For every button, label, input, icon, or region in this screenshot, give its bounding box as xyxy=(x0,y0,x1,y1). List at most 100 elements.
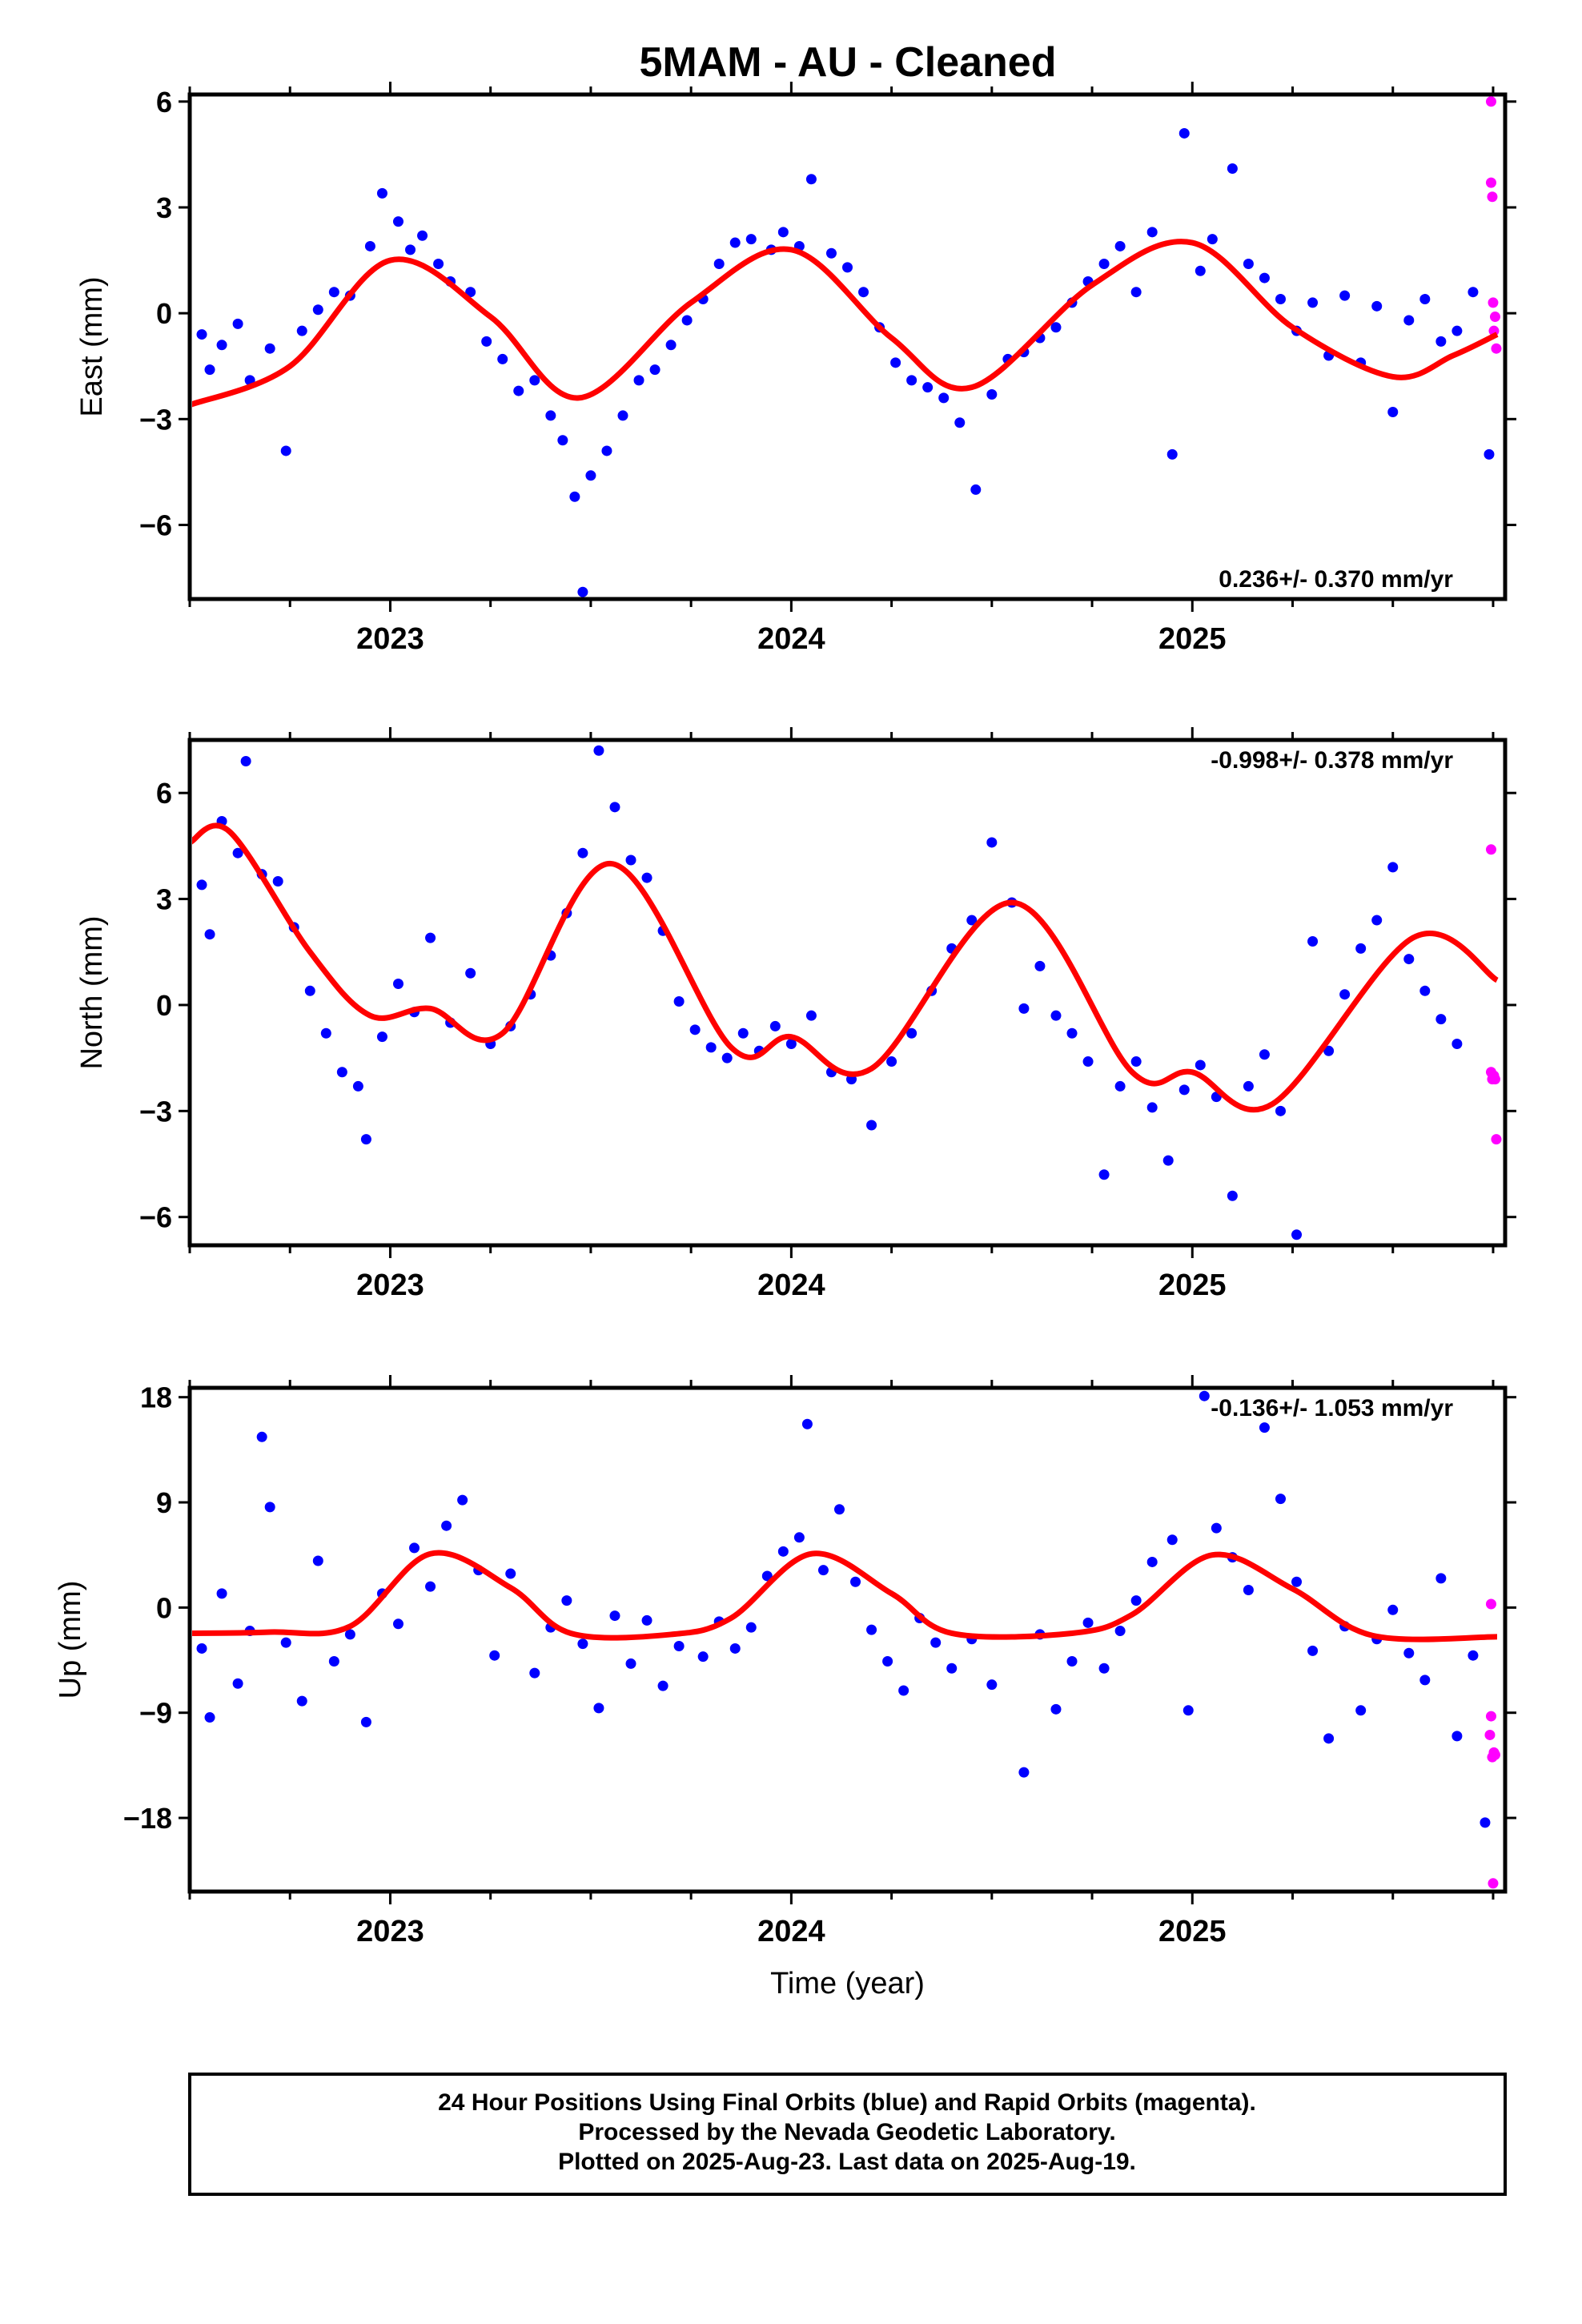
up-final-point xyxy=(986,1679,998,1691)
up-final-point xyxy=(1199,1390,1210,1401)
east-final-point xyxy=(1114,240,1126,251)
up-final-point xyxy=(761,1570,773,1582)
up-final-point xyxy=(280,1637,291,1648)
east-final-point xyxy=(296,325,307,336)
footer-line-1: 24 Hour Positions Using Final Orbits (bl… xyxy=(438,2089,1256,2116)
up-rapid-point xyxy=(1488,1878,1499,1889)
east-final-point xyxy=(585,470,596,481)
up-final-point xyxy=(641,1614,652,1626)
up-ytick-label: 18 xyxy=(140,1381,172,1414)
up-final-point xyxy=(1259,1422,1270,1433)
east-final-point xyxy=(601,445,612,456)
north-final-point xyxy=(609,802,620,813)
up-final-point xyxy=(561,1595,572,1606)
up-plot-frame xyxy=(187,1385,1508,1894)
up-final-point xyxy=(425,1581,436,1592)
north-panel: −6 −3 0 3 6 2023 2024 2025 North (mm) -0.998+/- 0… xyxy=(75,727,1516,1302)
north-final-point xyxy=(1355,943,1367,954)
east-final-point xyxy=(938,392,950,404)
north-final-point xyxy=(1178,1084,1190,1096)
north-ylabel: North (mm) xyxy=(75,915,109,1069)
up-final-point xyxy=(1243,1584,1254,1595)
north-final-point xyxy=(1195,1059,1206,1071)
north-ytick-label: −6 xyxy=(139,1201,172,1234)
up-ytick-label: 9 xyxy=(156,1486,172,1519)
east-final-point xyxy=(805,174,817,185)
north-final-point xyxy=(465,967,476,979)
north-final-point xyxy=(769,1020,781,1031)
east-final-point xyxy=(617,410,628,421)
east-final-point xyxy=(1387,407,1399,418)
east-final-point xyxy=(569,491,580,502)
up-final-point xyxy=(196,1642,207,1654)
east-final-point xyxy=(405,244,416,255)
up-final-point xyxy=(833,1504,845,1515)
north-final-point xyxy=(1291,1229,1303,1240)
north-final-point xyxy=(1387,862,1399,873)
east-final-point xyxy=(1146,227,1158,238)
north-rapid-point xyxy=(1485,844,1496,855)
up-rate-label: -0.136+/- 1.053 mm/yr xyxy=(1211,1395,1453,1421)
east-final-point xyxy=(376,187,387,199)
up-final-point xyxy=(930,1637,942,1648)
east-final-point xyxy=(392,216,404,227)
north-final-point xyxy=(866,1120,877,1131)
north-ytick-label: 0 xyxy=(156,989,172,1022)
east-final-point xyxy=(1243,258,1254,269)
east-final-point xyxy=(1259,272,1270,283)
north-final-point xyxy=(1227,1190,1238,1201)
east-panel: −6 −3 0 3 6 2023 2024 2025 East (mm) 0.236+/- 0.3… xyxy=(75,82,1516,656)
east-final-point xyxy=(922,382,934,393)
north-final-point xyxy=(1452,1038,1463,1049)
north-xtick-label: 2024 xyxy=(757,1269,825,1302)
up-xtick-label: 2025 xyxy=(1158,1915,1227,1948)
east-final-point xyxy=(681,315,693,326)
east-final-point xyxy=(1403,315,1415,326)
east-final-point xyxy=(216,340,227,351)
east-final-point xyxy=(1098,258,1110,269)
north-final-point xyxy=(1259,1049,1270,1060)
up-final-point xyxy=(729,1642,741,1654)
north-final-point xyxy=(392,978,404,989)
up-final-point xyxy=(1050,1703,1062,1715)
north-xtick-label: 2023 xyxy=(356,1269,424,1302)
chart-title: 5MAM - AU - Cleaned xyxy=(640,39,1057,86)
north-final-point xyxy=(1339,989,1351,1000)
up-final-point xyxy=(489,1650,500,1661)
north-final-point xyxy=(204,929,215,940)
up-final-point xyxy=(256,1431,267,1442)
up-panel: −18 −9 0 9 18 2023 2024 2025 Up (mm) Time (year) -… xyxy=(54,1375,1516,2000)
north-rapid-point xyxy=(1491,1134,1502,1145)
east-final-point xyxy=(954,417,966,428)
up-xtick-label: 2024 xyxy=(757,1915,825,1948)
east-final-point xyxy=(825,247,837,259)
east-final-point xyxy=(312,304,323,316)
up-final-point xyxy=(1419,1675,1431,1686)
east-ylabel: East (mm) xyxy=(75,276,109,416)
up-final-point xyxy=(577,1638,588,1650)
up-rapid-point xyxy=(1485,1711,1496,1722)
east-final-point xyxy=(433,258,444,269)
east-final-point xyxy=(890,357,901,368)
up-final-point xyxy=(625,1658,636,1669)
east-rapid-point xyxy=(1488,297,1499,308)
east-final-point xyxy=(633,375,644,386)
north-final-point xyxy=(1098,1169,1110,1180)
up-final-point xyxy=(296,1695,307,1707)
east-final-point xyxy=(858,287,869,298)
up-final-point xyxy=(232,1678,243,1689)
east-final-point xyxy=(842,262,853,273)
north-final-point xyxy=(721,1052,733,1063)
east-final-point xyxy=(1339,290,1351,301)
east-ytick-label: 0 xyxy=(156,297,172,330)
east-final-point xyxy=(906,375,917,386)
north-final-point xyxy=(906,1027,917,1039)
up-final-point xyxy=(1435,1573,1447,1584)
north-final-point xyxy=(1066,1027,1078,1039)
north-rate-label: -0.998+/- 0.378 mm/yr xyxy=(1211,747,1453,774)
east-final-point xyxy=(417,230,428,241)
up-final-point xyxy=(529,1667,540,1679)
up-final-point xyxy=(1468,1650,1479,1661)
north-final-point xyxy=(360,1134,371,1145)
north-final-point xyxy=(1243,1080,1254,1092)
